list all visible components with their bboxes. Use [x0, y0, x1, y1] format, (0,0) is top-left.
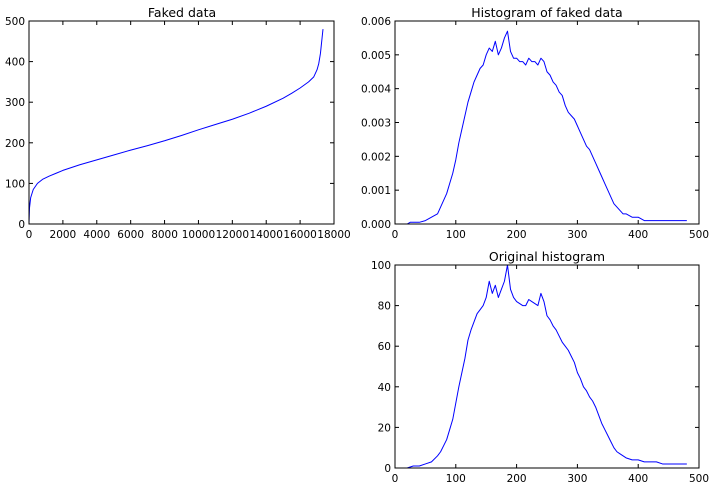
faked-x-tick-label: 18000	[317, 229, 350, 241]
hist-original-y-tick-label: 0	[384, 463, 391, 475]
faked-y-tick-label: 400	[5, 57, 25, 69]
faked-x-tick-label: 16000	[283, 229, 316, 241]
faked-axes-frame	[28, 20, 335, 225]
faked-x-tick-label: 8000	[151, 229, 178, 241]
hist-original-x-tick-label: 300	[567, 473, 587, 485]
hist-original-y-tick-label: 100	[371, 260, 391, 272]
hist-original-y-tick-label: 20	[378, 422, 391, 434]
histogram-faked-data-title: Histogram of faked data	[471, 5, 622, 20]
faked-x-tick-label: 14000	[250, 229, 283, 241]
faked-x-tick-label: 12000	[216, 229, 249, 241]
hist-faked-y-tick-label: 0.005	[361, 50, 391, 62]
faked-x-tick-label: 6000	[117, 229, 144, 241]
hist-faked-y-tick-label: 0.000	[361, 219, 391, 231]
faked-series-line	[28, 29, 324, 224]
hist-faked-y-tick-label: 0.003	[361, 118, 391, 130]
hist-faked-x-tick-label: 500	[689, 229, 709, 241]
faked-y-tick-label: 100	[5, 178, 25, 190]
hist-faked-y-tick-label: 0.002	[361, 151, 391, 163]
faked-data-title: Faked data	[148, 5, 216, 20]
hist-faked-x-tick-label: 400	[628, 229, 648, 241]
faked-x-tick-label: 4000	[83, 229, 110, 241]
hist-faked-x-tick-label: 0	[392, 229, 399, 241]
hist-original-x-tick-label: 400	[628, 473, 648, 485]
hist-faked-y-tick-label: 0.001	[361, 185, 391, 197]
histogram-faked-data-plot: Histogram of faked data 0 100 200 300 400 500…	[361, 5, 709, 241]
hist-original-x-tick-label: 500	[689, 473, 709, 485]
faked-y-tick-label: 0	[18, 219, 25, 231]
faked-x-tick-label: 0	[26, 229, 33, 241]
original-histogram-title: Original histogram	[489, 249, 605, 264]
hist-original-axes-frame	[394, 264, 700, 469]
hist-original-y-tick-label: 40	[378, 382, 391, 394]
hist-faked-x-tick-label: 200	[507, 229, 527, 241]
hist-faked-y-tick-label: 0.004	[361, 84, 391, 96]
hist-original-series-line	[395, 264, 687, 469]
faked-x-tick-label: 10000	[182, 229, 215, 241]
hist-faked-x-tick-label: 100	[446, 229, 466, 241]
hist-original-y-tick-label: 80	[378, 301, 391, 313]
faked-y-tick-label: 200	[5, 138, 25, 150]
hist-original-x-tick-label: 100	[446, 473, 466, 485]
original-histogram-plot: Original histogram 0 100 200 300 400 500 0 20 40…	[371, 249, 709, 485]
hist-original-y-tick-label: 60	[378, 341, 391, 353]
hist-faked-y-tick-label: 0.006	[361, 16, 391, 28]
faked-y-tick-label: 500	[5, 16, 25, 28]
hist-faked-x-tick-label: 300	[567, 229, 587, 241]
hist-faked-series-line	[401, 30, 687, 225]
faked-data-plot: Faked data 0 2000 4000 6000 8000 10000 12000 14…	[5, 5, 351, 241]
hist-original-x-tick-label: 0	[392, 473, 399, 485]
faked-y-tick-label: 300	[5, 97, 25, 109]
hist-original-x-tick-label: 200	[507, 473, 527, 485]
faked-x-tick-label: 2000	[50, 229, 77, 241]
